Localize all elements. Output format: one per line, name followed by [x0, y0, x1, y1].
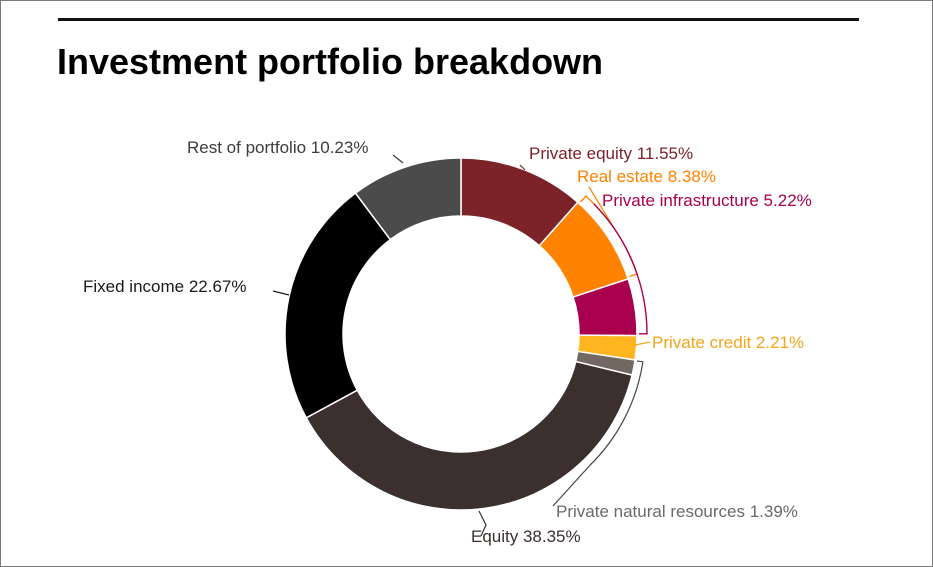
label-rest-of-portfolio: Rest of portfolio 10.23% — [187, 138, 368, 157]
label-private-credit: Private credit 2.21% — [652, 333, 804, 352]
leader-fixed-income — [272, 290, 290, 296]
chart-title: Investment portfolio breakdown — [57, 41, 604, 82]
leader-private-infrastructure — [593, 203, 648, 335]
label-real-estate: Real estate 8.38% — [577, 167, 716, 186]
leader-private-credit — [634, 341, 651, 346]
leader-private-equity — [519, 164, 526, 171]
leader-equity — [478, 510, 487, 537]
leader-private-natural-resources — [589, 360, 644, 466]
slice-rest-of-portfolio — [354, 157, 462, 241]
label-fixed-income: Fixed income 22.67% — [83, 277, 246, 296]
leader-tick-private-natural-resources — [552, 464, 591, 507]
label-private-equity: Private equity 11.55% — [529, 144, 693, 163]
slice-equity — [305, 360, 633, 511]
label-equity: Equity 38.35% — [471, 527, 581, 546]
top-rule — [58, 18, 859, 21]
slice-fixed-income — [284, 192, 392, 419]
label-private-infrastructure: Private infrastructure 5.22% — [602, 191, 812, 210]
leader-rest-of-portfolio — [392, 154, 404, 164]
label-private-natural-resources: Private natural resources 1.39% — [556, 502, 798, 521]
